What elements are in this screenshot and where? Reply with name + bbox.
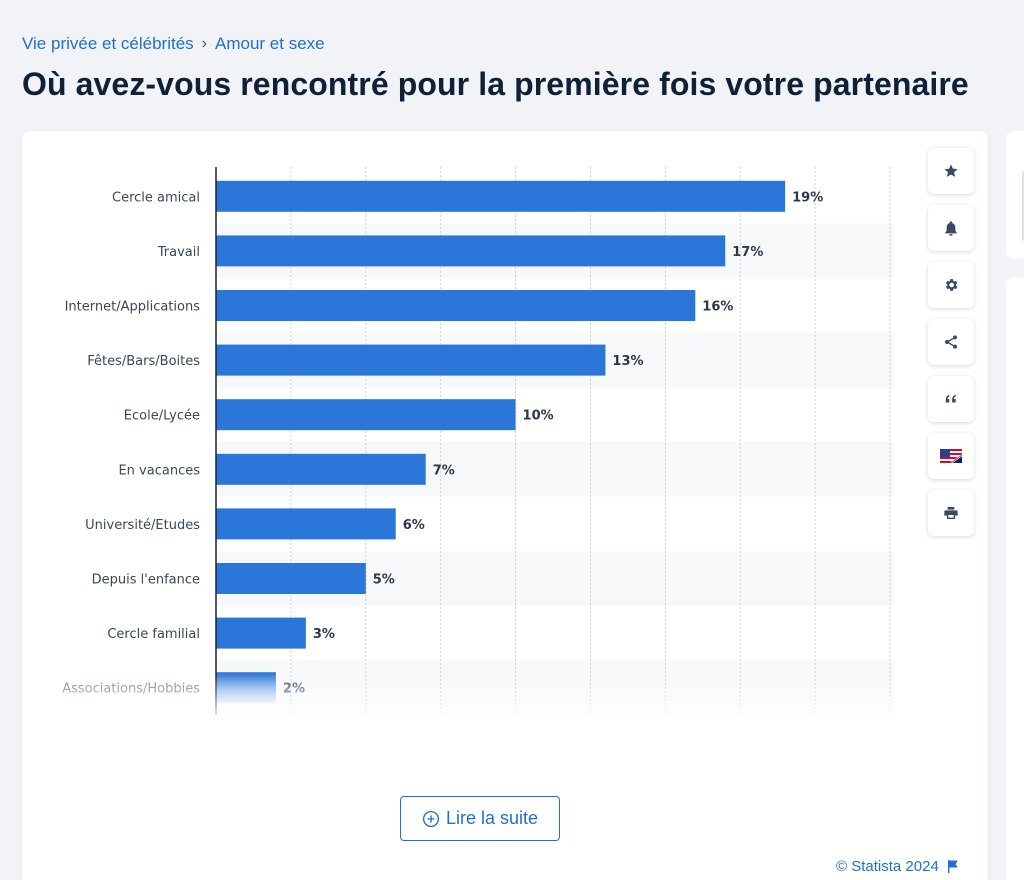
category-label: Internet/Applications — [65, 300, 201, 315]
quote-icon — [945, 394, 956, 403]
plus-circle-icon — [422, 810, 440, 827]
bar — [216, 508, 396, 540]
language-button[interactable] — [928, 433, 974, 479]
data-label: 17% — [732, 245, 763, 260]
bar — [216, 235, 726, 267]
data-label: 19% — [792, 190, 823, 205]
category-label: Travail — [157, 245, 200, 260]
breadcrumb-item-amour-sexe[interactable]: Amour et sexe — [215, 34, 325, 53]
category-label: Fêtes/Bars/Boites — [87, 354, 200, 369]
print-button[interactable] — [928, 490, 974, 536]
source-credit[interactable]: © Statista 2024 — [836, 858, 959, 875]
breadcrumb-item-vie-privee[interactable]: Vie privée et célébrités — [22, 34, 194, 53]
favorite-button[interactable] — [928, 148, 974, 194]
gear-icon — [945, 279, 958, 291]
flag-icon — [947, 860, 958, 873]
data-label: 10% — [523, 409, 554, 424]
side-panel-card — [1006, 131, 1024, 259]
bar — [216, 180, 786, 212]
category-label: Depuis l'enfance — [92, 573, 200, 588]
side-panel-card-lower — [1006, 277, 1024, 880]
print-icon — [944, 507, 958, 519]
read-more-button[interactable]: Lire la suite — [400, 796, 560, 841]
bar — [216, 563, 366, 594]
category-label: Cercle amical — [112, 190, 200, 205]
bar — [216, 399, 516, 431]
data-label: 5% — [373, 573, 395, 588]
data-label: 16% — [702, 300, 733, 315]
page-title: Où avez-vous rencontré pour la première … — [22, 66, 969, 102]
chart-toolbar — [928, 148, 974, 536]
data-label: 3% — [313, 627, 335, 642]
breadcrumb-separator: › — [201, 35, 207, 52]
credit-text: © Statista 2024 — [836, 858, 939, 875]
fade-overlay — [40, 675, 910, 717]
notification-button[interactable] — [928, 205, 974, 251]
bar — [216, 617, 306, 649]
star-icon — [944, 164, 958, 177]
category-label: Cercle familial — [107, 627, 200, 642]
read-more-label: Lire la suite — [445, 808, 539, 828]
data-label: 6% — [403, 518, 425, 533]
cite-button[interactable] — [928, 376, 974, 422]
share-icon — [945, 335, 957, 349]
settings-button[interactable] — [928, 262, 974, 308]
category-label: Université/Etudes — [85, 518, 200, 533]
share-button[interactable] — [928, 319, 974, 365]
category-label: Ecole/Lycée — [124, 409, 200, 424]
data-label: 13% — [612, 354, 643, 369]
data-label: 7% — [433, 463, 455, 478]
breadcrumb: Vie privée et célébrités › Amour et sexe — [22, 34, 325, 54]
bar — [216, 290, 696, 321]
bar — [216, 344, 606, 376]
bell-icon — [945, 221, 957, 236]
category-label: En vacances — [118, 463, 200, 478]
flag-us-uk-icon — [940, 449, 962, 463]
bar — [216, 453, 426, 485]
